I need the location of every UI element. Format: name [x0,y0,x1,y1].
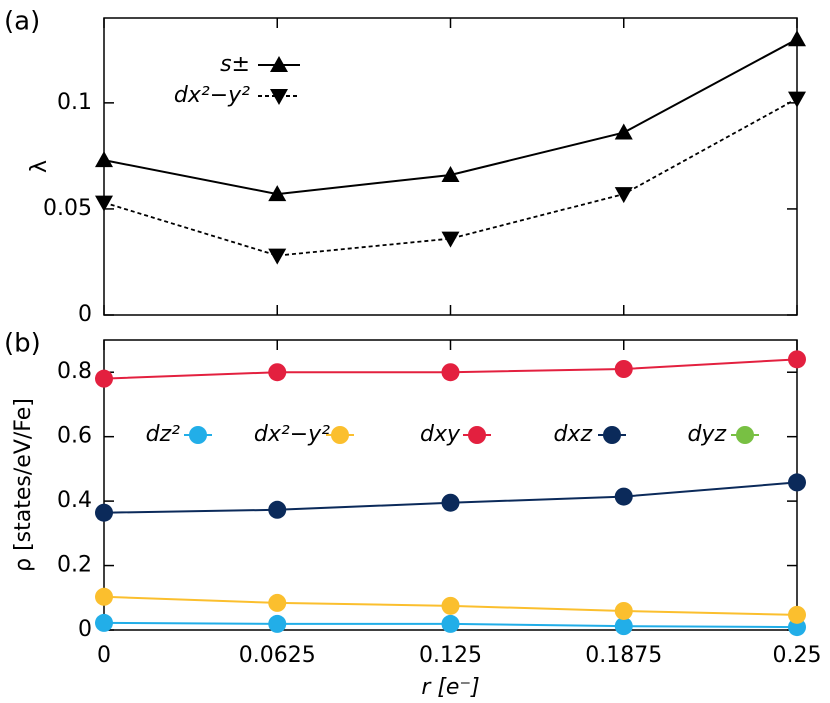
marker [441,493,460,512]
plot-frame [103,339,798,631]
legend-marker [189,426,207,444]
y-tick-label: 0.05 [43,196,92,221]
legend-marker [331,426,349,444]
legend-marker [468,426,486,444]
marker [95,503,113,522]
x-tick-label: 0 [97,643,111,668]
marker [788,350,806,369]
y-tick-label: 0.4 [57,488,92,513]
marker [268,500,287,519]
marker [441,165,460,182]
legend-label: s± [220,52,250,77]
marker [614,360,633,378]
legend-marker [270,56,288,72]
x-tick-label: 0.25 [773,643,822,668]
panel-label: (b) [4,329,41,359]
marker [268,593,287,612]
marker [95,613,113,632]
marker [788,473,806,492]
marker [441,363,460,382]
legend-label: dxy [420,422,461,447]
legend-label: dx²−y² [174,83,250,108]
marker [268,248,287,265]
marker [614,123,633,140]
legend-label: dyz [687,422,726,447]
marker [268,363,287,382]
y-tick-label: 0.2 [57,553,92,578]
marker [95,587,113,606]
y-axis-label: ρ [states/eV/Fe] [11,398,36,572]
marker [614,617,633,636]
series-line [103,97,798,257]
panel-label: (a) [4,7,40,37]
y-tick-label: 0.1 [57,90,92,115]
legend-marker [270,89,288,105]
y-tick-label: 0.8 [57,359,92,384]
marker [95,369,113,388]
y-tick-label: 0.6 [57,424,92,449]
marker [441,614,460,633]
marker [441,231,460,248]
marker [268,185,287,202]
x-tick-label: 0.1875 [585,643,662,668]
legend-label: dx²−y² [254,422,330,447]
marker [788,30,806,47]
marker [268,614,287,633]
y-tick-label: 0 [78,617,92,642]
marker [788,605,806,624]
y-tick-label: 0 [78,302,92,327]
marker [441,596,460,615]
legend-label: dxz [553,422,592,447]
x-axis-label: r [e⁻] [421,675,479,700]
marker [788,91,806,108]
marker [614,487,633,506]
legend-marker [736,426,754,444]
marker [614,187,633,204]
marker [95,151,113,168]
x-tick-label: 0.125 [419,643,482,668]
x-tick-label: 0.0625 [239,643,316,668]
marker [95,195,113,212]
marker [614,601,633,620]
y-axis-label: λ [27,160,52,173]
legend-label: dz² [146,422,181,447]
legend-marker [603,426,621,444]
